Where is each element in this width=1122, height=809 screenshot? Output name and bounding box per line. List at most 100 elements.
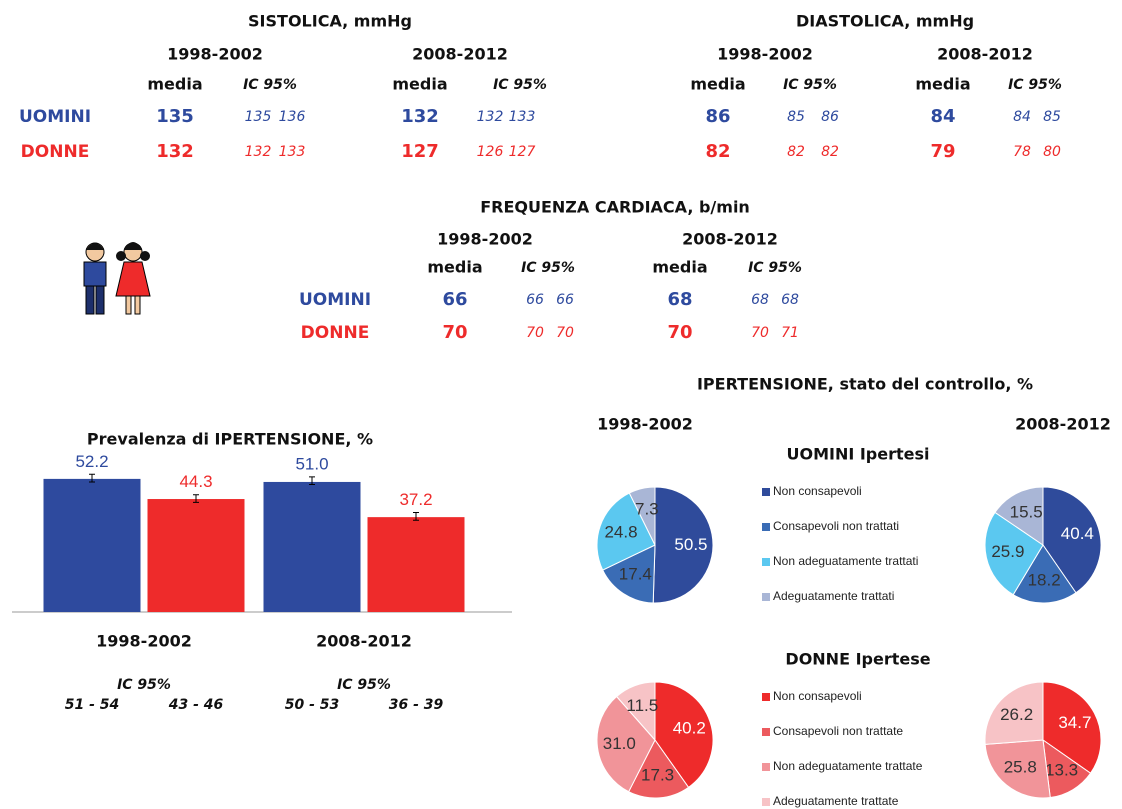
media-value: 84 [930,106,955,127]
period-header: 2008-2012 [937,45,1033,64]
kids-icon [84,242,150,314]
ci-value: 70 [526,325,544,341]
legend-swatch [762,523,770,531]
legend-label: Non consapevoli [773,689,862,703]
value-label: 51.0 [295,454,328,473]
ci-value: 82 [787,144,805,160]
x-tick-label: 2008-2012 [316,632,412,651]
column-header: media [392,75,447,94]
column-header: media [147,75,202,94]
legend-label: Adeguatamente trattate [773,794,899,808]
period-header: 1998-2002 [167,45,263,64]
ci-value: 66 [556,292,574,308]
media-value: 132 [156,141,194,162]
media-value: 135 [156,106,194,127]
slice-label: 11.5 [626,696,658,715]
column-header: media [427,258,482,277]
slice-label: 40.2 [673,719,706,738]
ci-title: IC 95% [337,677,391,693]
legend-swatch [762,488,770,496]
period-header: 1998-2002 [717,45,813,64]
legend-label: Non consapevoli [773,484,862,498]
legend-swatch [762,798,770,806]
table-title: DIASTOLICA, mmHg [796,12,974,31]
column-header: media [652,258,707,277]
legend-swatch [762,593,770,601]
ci-label: 36 - 39 [389,697,444,713]
ci-value: 71 [781,325,799,341]
ci-value: 84 [1013,109,1031,125]
ci-title: IC 95% [117,677,171,693]
ci-value: 70 [556,325,574,341]
row-label: DONNE [301,323,370,343]
ci-value: 86 [821,109,839,125]
table-title: SISTOLICA, mmHg [248,12,412,31]
legend-label: Non adeguatamente trattate [773,759,923,773]
ci-value: 85 [787,109,805,125]
chart-title: Prevalenza di IPERTENSIONE, % [87,430,373,449]
slice-label: 13.3 [1045,760,1078,779]
slice-label: 17.3 [641,765,674,784]
ci-value: 82 [821,144,839,160]
bar [368,517,465,612]
infographic: SISTOLICA, mmHg 1998-2002 media IC 95% 2008-… [0,0,1122,809]
ci-value: 133 [509,109,536,125]
x-tick-label: 1998-2002 [96,632,192,651]
column-header: IC 95% [243,77,297,93]
column-header: IC 95% [783,77,837,93]
slice-label: 50.5 [674,535,707,554]
period-header: 2008-2012 [412,45,508,64]
media-value: 70 [442,322,467,343]
column-header: IC 95% [1008,77,1062,93]
period-header: 2008-2012 [682,230,778,249]
media-value: 79 [930,141,955,162]
table-title: FREQUENZA CARDIACA, b/min [480,198,750,217]
period-header: 2008-2012 [1015,415,1111,434]
slice-label: 40.4 [1061,524,1094,543]
legend-label: Consapevoli non trattate [773,724,903,738]
legend-label: Consapevoli non trattati [773,519,899,533]
legend-label: Adeguatamente trattati [773,589,894,603]
ci-label: 51 - 54 [65,697,120,713]
ci-value: 132 [245,144,272,160]
ci-label: 43 - 46 [168,697,224,713]
slice-label: 25.9 [991,542,1024,561]
column-header: media [915,75,970,94]
slice-label: 17.4 [619,565,652,584]
ci-value: 126 [477,144,504,160]
ci-value: 136 [279,109,306,125]
slice-label: 31.0 [603,734,636,753]
section-title: IPERTENSIONE, stato del controllo, % [697,375,1033,394]
row-label: DONNE [21,142,90,162]
value-label: 37.2 [399,490,432,509]
column-header: media [690,75,745,94]
slice-label: 18.2 [1028,570,1061,589]
pie-subtitle: DONNE Ipertese [785,650,930,669]
media-value: 82 [705,141,730,162]
media-value: 86 [705,106,730,127]
ci-value: 133 [279,144,306,160]
slice-label: 7.3 [635,499,659,518]
ci-value: 66 [526,292,544,308]
slice-label: 25.8 [1004,757,1037,776]
ci-value: 68 [751,292,769,308]
ci-value: 85 [1043,109,1061,125]
legend-swatch [762,693,770,701]
ci-value: 80 [1043,144,1061,160]
period-header: 1998-2002 [597,415,693,434]
legend-label: Non adeguatamente trattati [773,554,918,568]
slice-label: 34.7 [1058,713,1091,732]
column-header: IC 95% [493,77,547,93]
media-value: 127 [401,141,439,162]
media-value: 66 [442,289,467,310]
row-label: UOMINI [19,107,91,127]
legend-swatch [762,558,770,566]
column-header: IC 95% [521,260,575,276]
row-label: UOMINI [299,290,371,310]
ci-label: 50 - 53 [285,697,340,713]
slice-label: 24.8 [604,523,637,542]
period-header: 1998-2002 [437,230,533,249]
ci-value: 78 [1013,144,1031,160]
bar [148,499,245,612]
column-header: IC 95% [748,260,802,276]
